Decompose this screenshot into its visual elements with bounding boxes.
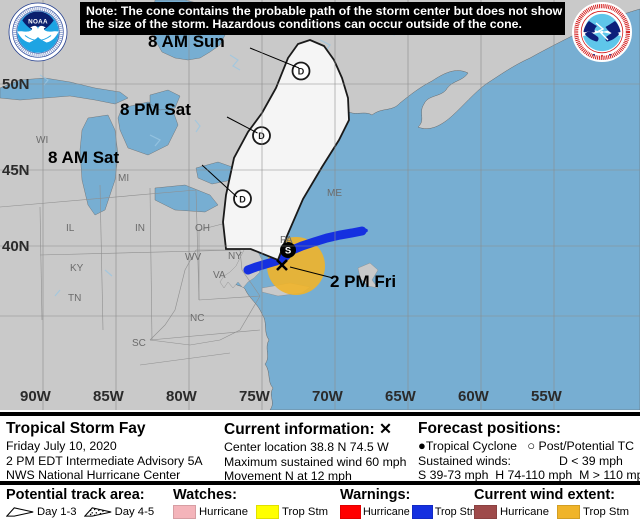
svg-text:S: S (285, 245, 291, 256)
svg-text:D: D (239, 194, 246, 204)
svg-text:NOAA: NOAA (28, 19, 48, 26)
